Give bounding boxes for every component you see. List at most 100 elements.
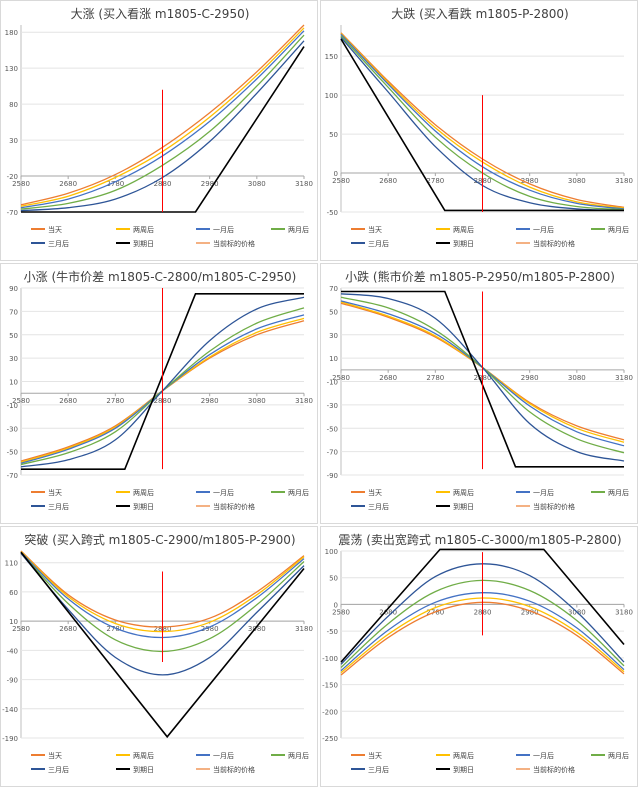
y-tick-label: 70 bbox=[9, 308, 18, 316]
x-tick-label: 2680 bbox=[59, 625, 77, 633]
y-tick-label: 90 bbox=[9, 285, 18, 293]
y-tick-label: 30 bbox=[9, 355, 18, 363]
legend-label: 到期日 bbox=[133, 766, 154, 774]
legend-label: 当前标的价格 bbox=[213, 239, 255, 248]
x-tick-label: 2680 bbox=[379, 374, 397, 382]
x-tick-label: 2680 bbox=[379, 608, 397, 616]
x-tick-label: 2980 bbox=[521, 374, 539, 382]
chart-svg: -500501001502580268027802880298030803180… bbox=[325, 25, 633, 248]
y-tick-label: 70 bbox=[329, 285, 338, 293]
chart-panel-big-up: 大涨 (买入看涨 m1805-C-2950) -70 -20 30 80 130 180 2… bbox=[0, 0, 318, 261]
y-tick-label: -50 bbox=[327, 425, 338, 433]
chart-panel-breakout: 突破 (买入跨式 m1805-C-2900/m1805-P-2900) -190… bbox=[0, 526, 318, 787]
x-tick-label: 2980 bbox=[521, 177, 539, 185]
legend-label: 到期日 bbox=[453, 766, 474, 774]
x-tick-label: 2980 bbox=[201, 625, 219, 633]
x-tick-label: 3180 bbox=[615, 608, 633, 616]
legend-label: 一月后 bbox=[213, 751, 234, 760]
x-tick-label: 3080 bbox=[568, 177, 586, 185]
legend-label: 两周后 bbox=[133, 488, 154, 497]
chart-title: 突破 (买入跨式 m1805-C-2900/m1805-P-2900) bbox=[24, 533, 296, 547]
y-tick-label: 180 bbox=[5, 29, 18, 37]
y-tick-label: -30 bbox=[327, 402, 338, 410]
x-tick-label: 2780 bbox=[106, 180, 124, 188]
y-tick-label: -30 bbox=[7, 425, 18, 433]
x-tick-label: 2680 bbox=[59, 397, 77, 405]
legend-label: 两月后 bbox=[288, 225, 309, 234]
y-tick-label: 60 bbox=[9, 589, 18, 597]
y-tick-label: -150 bbox=[322, 682, 338, 690]
chart-svg: -90-70-50-30-101030507025802680278028802… bbox=[327, 285, 633, 511]
y-tick-label: -50 bbox=[327, 209, 338, 217]
y-tick-label: 10 bbox=[329, 355, 338, 363]
legend-label: 两月后 bbox=[288, 751, 309, 760]
legend-label: 三月后 bbox=[48, 239, 69, 248]
y-tick-label: -50 bbox=[327, 628, 338, 636]
y-tick-label: 50 bbox=[9, 332, 18, 340]
y-tick-label: 50 bbox=[329, 131, 338, 139]
x-tick-label: 3080 bbox=[568, 374, 586, 382]
y-tick-label: -250 bbox=[322, 735, 338, 743]
legend-label: 三月后 bbox=[48, 765, 69, 774]
x-tick-label: 2580 bbox=[12, 180, 30, 188]
series-line-到期日 bbox=[20, 551, 305, 739]
chart-title: 大涨 (买入看涨 m1805-C-2950) bbox=[70, 7, 250, 21]
chart-svg: -190-140-90-4010601102580268027802880298… bbox=[2, 550, 313, 774]
x-tick-label: 2580 bbox=[332, 608, 350, 616]
x-tick-label: 2580 bbox=[12, 625, 30, 633]
y-tick-label: 10 bbox=[9, 618, 18, 626]
x-tick-label: 2980 bbox=[201, 397, 219, 405]
chart-panel-range: 震荡 (卖出宽跨式 m1805-C-3000/m1805-P-2800) -25… bbox=[320, 526, 638, 787]
legend-label: 当前标的价格 bbox=[533, 765, 575, 774]
chart-panel-small-down: 小跌 (熊市价差 m1805-P-2950/m1805-P-2800) -90 -… bbox=[320, 263, 638, 524]
y-tick-label: -200 bbox=[322, 708, 338, 716]
x-tick-label: 3180 bbox=[615, 374, 633, 382]
legend-label: 当天 bbox=[368, 225, 382, 234]
legend-label: 到期日 bbox=[453, 503, 474, 511]
legend-label: 两月后 bbox=[608, 225, 629, 234]
y-tick-label: -70 bbox=[7, 472, 18, 480]
legend-label: 当天 bbox=[48, 488, 62, 497]
y-tick-label: 150 bbox=[325, 53, 338, 61]
chart-panel-small-up: 小涨 (牛市价差 m1805-C-2800/m1805-C-2950) -70 -… bbox=[0, 263, 318, 524]
series-line-到期日 bbox=[21, 46, 305, 213]
legend-label: 当天 bbox=[368, 488, 382, 497]
y-tick-label: 50 bbox=[329, 308, 338, 316]
legend-label: 一月后 bbox=[213, 488, 234, 497]
series-line-到期日 bbox=[341, 290, 624, 468]
x-tick-label: 3180 bbox=[295, 180, 313, 188]
legend-label: 两周后 bbox=[133, 751, 154, 760]
y-tick-label: 0 bbox=[334, 601, 338, 609]
y-tick-label: 110 bbox=[5, 560, 18, 568]
y-tick-label: 30 bbox=[329, 332, 338, 340]
y-tick-label: 130 bbox=[5, 65, 18, 73]
x-tick-label: 2580 bbox=[332, 177, 350, 185]
legend-label: 三月后 bbox=[48, 502, 69, 511]
x-tick-label: 3180 bbox=[295, 397, 313, 405]
x-tick-label: 3180 bbox=[615, 177, 633, 185]
legend-label: 当前标的价格 bbox=[533, 502, 575, 511]
x-tick-label: 3080 bbox=[248, 397, 266, 405]
x-tick-label: 2780 bbox=[426, 374, 444, 382]
y-tick-label: -100 bbox=[322, 655, 338, 663]
legend-label: 当天 bbox=[368, 751, 382, 760]
legend-label: 三月后 bbox=[368, 239, 389, 248]
chart-title: 大跌 (买入看跌 m1805-P-2800) bbox=[391, 7, 569, 21]
chart-title: 小涨 (牛市价差 m1805-C-2800/m1805-C-2950) bbox=[23, 270, 297, 284]
x-tick-label: 2980 bbox=[201, 180, 219, 188]
legend-label: 两周后 bbox=[453, 225, 474, 234]
series-line-三月后 bbox=[20, 552, 305, 676]
y-tick-label: -10 bbox=[7, 402, 18, 410]
x-tick-label: 2680 bbox=[379, 177, 397, 185]
legend-label: 三月后 bbox=[368, 502, 389, 511]
y-tick-label: -140 bbox=[2, 706, 18, 714]
y-tick-label: -70 bbox=[327, 449, 338, 457]
y-tick-label: 100 bbox=[325, 92, 338, 100]
legend-label: 一月后 bbox=[213, 225, 234, 234]
legend-label: 当天 bbox=[48, 751, 62, 760]
x-tick-label: 2580 bbox=[332, 374, 350, 382]
chart-svg: -250-200-150-100-50050100258026802780288… bbox=[322, 548, 633, 774]
y-tick-label: 100 bbox=[325, 548, 338, 556]
x-tick-label: 2680 bbox=[59, 180, 77, 188]
